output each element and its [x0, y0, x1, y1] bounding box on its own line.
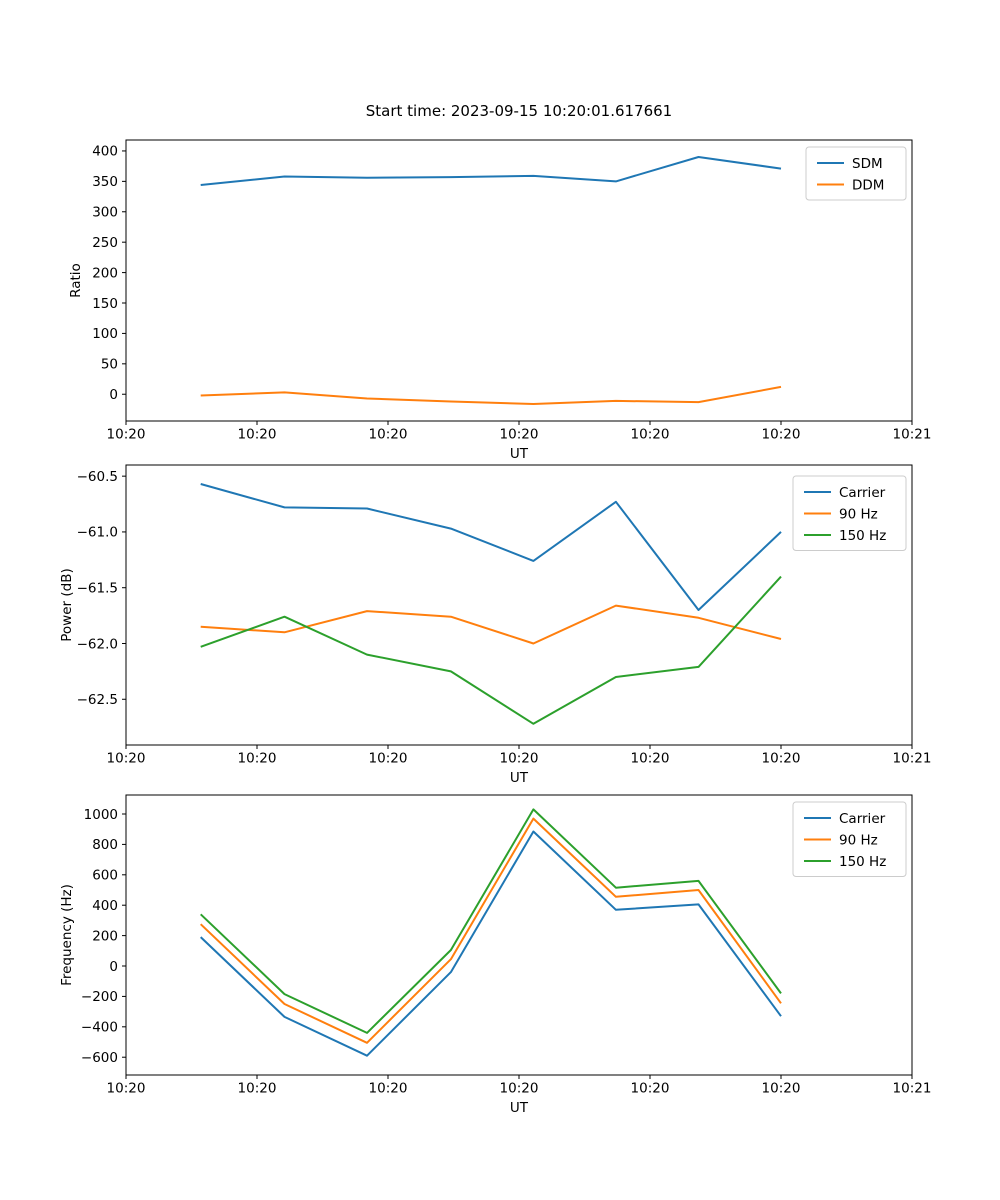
y-axis-label: Ratio — [68, 263, 84, 298]
y-tick-label: 0 — [109, 959, 118, 975]
y-axis-ticks: −600 −400 −200 0 200 400 600 800 1000 — [81, 807, 126, 1066]
legend-label: 90 Hz — [839, 832, 878, 848]
series-90-hz-line — [200, 604, 782, 645]
subplot-2: −62.5−62.0−61.5−61.0−60.510:20 10:20 10:20… — [59, 464, 932, 786]
x-tick-label: 10:20 — [631, 1081, 670, 1097]
legend: Carrier 90 Hz 150 Hz — [792, 801, 907, 877]
series-sdm-line — [200, 156, 782, 186]
legend-label: Carrier — [839, 811, 886, 827]
legend-label: 90 Hz — [839, 506, 878, 522]
y-tick-label: 0 — [109, 387, 118, 403]
y-tick-label: 200 — [92, 265, 118, 281]
y-tick-label: 600 — [92, 868, 118, 884]
x-axis-ticks: 10:20 10:20 10:20 10:20 10:20 10:20 10:21 — [107, 421, 932, 443]
x-axis-label: UT — [510, 1100, 529, 1116]
x-axis-ticks: 10:20 10:20 10:20 10:20 10:20 10:20 10:21 — [107, 1075, 932, 1097]
legend-label: SDM — [852, 156, 883, 172]
x-tick-label: 10:20 — [107, 751, 146, 767]
y-tick-label: 200 — [92, 928, 118, 944]
y-axis-ticks: −62.5 −62.0 −61.5 −61.0 −60.5 — [77, 469, 126, 708]
x-tick-label: 10:21 — [893, 1081, 932, 1097]
x-tick-label: 10:20 — [238, 1081, 277, 1097]
series-carrier-line — [200, 830, 782, 1057]
legend-label: DDM — [852, 177, 884, 193]
y-tick-label: −60.5 — [77, 469, 118, 485]
x-tick-label: 10:20 — [107, 427, 146, 443]
y-tick-label: −600 — [81, 1050, 118, 1066]
x-tick-label: 10:20 — [762, 1081, 801, 1097]
y-tick-label: 350 — [92, 174, 118, 190]
y-tick-label: 1000 — [84, 807, 118, 823]
y-tick-label: 150 — [92, 296, 118, 312]
y-axis-label: Power (dB) — [59, 568, 75, 641]
y-tick-label: −62.5 — [77, 692, 118, 708]
x-tick-label: 10:20 — [762, 427, 801, 443]
x-tick-label: 10:20 — [107, 1081, 146, 1097]
x-tick-label: 10:20 — [762, 751, 801, 767]
figure-title: Start time: 2023-09-15 10:20:01.617661 — [366, 102, 672, 120]
x-tick-label: 10:20 — [631, 751, 670, 767]
y-tick-label: 400 — [92, 898, 118, 914]
y-axis-ticks: 0 50 100 150 200 250 300 350 400 — [92, 144, 126, 403]
x-tick-label: 10:20 — [500, 1081, 539, 1097]
y-tick-label: 300 — [92, 205, 118, 221]
series-90-hz-line — [200, 817, 782, 1044]
x-axis-ticks: 10:20 10:20 10:20 10:20 10:20 10:20 10:21 — [107, 745, 932, 767]
y-tick-label: 800 — [92, 837, 118, 853]
y-tick-label: −61.5 — [77, 581, 118, 597]
y-axis-label: Frequency (Hz) — [59, 884, 75, 986]
legend-label: 150 Hz — [839, 854, 886, 870]
legend-label: Carrier — [839, 485, 886, 501]
y-tick-label: −61.0 — [77, 525, 118, 541]
plot-border — [125, 139, 913, 422]
y-tick-label: 100 — [92, 326, 118, 342]
legend-box — [792, 475, 907, 551]
x-tick-label: 10:20 — [369, 1081, 408, 1097]
x-tick-label: 10:20 — [369, 751, 408, 767]
x-tick-label: 10:21 — [893, 427, 932, 443]
series-ddm-line — [200, 385, 782, 405]
legend-box — [792, 801, 907, 877]
y-tick-label: −200 — [81, 989, 118, 1005]
y-tick-label: −62.0 — [77, 636, 118, 652]
x-tick-label: 10:20 — [238, 751, 277, 767]
series-carrier-line — [200, 483, 782, 611]
y-tick-label: 250 — [92, 235, 118, 251]
legend-label: 150 Hz — [839, 528, 886, 544]
x-axis-label: UT — [510, 446, 529, 462]
x-tick-label: 10:21 — [893, 751, 932, 767]
x-tick-label: 10:20 — [238, 427, 277, 443]
y-tick-label: −400 — [81, 1020, 118, 1036]
x-tick-label: 10:20 — [631, 427, 670, 443]
legend: SDM DDM — [805, 146, 907, 201]
y-tick-label: 50 — [101, 357, 118, 373]
legend: Carrier 90 Hz 150 Hz — [792, 475, 907, 551]
x-tick-label: 10:20 — [500, 427, 539, 443]
y-tick-label: 400 — [92, 144, 118, 160]
series-150-hz-line — [200, 575, 782, 725]
x-tick-label: 10:20 — [500, 751, 539, 767]
legend-box — [805, 146, 907, 201]
x-axis-label: UT — [510, 770, 529, 786]
x-tick-label: 10:20 — [369, 427, 408, 443]
series-150-hz-line — [200, 808, 782, 1034]
